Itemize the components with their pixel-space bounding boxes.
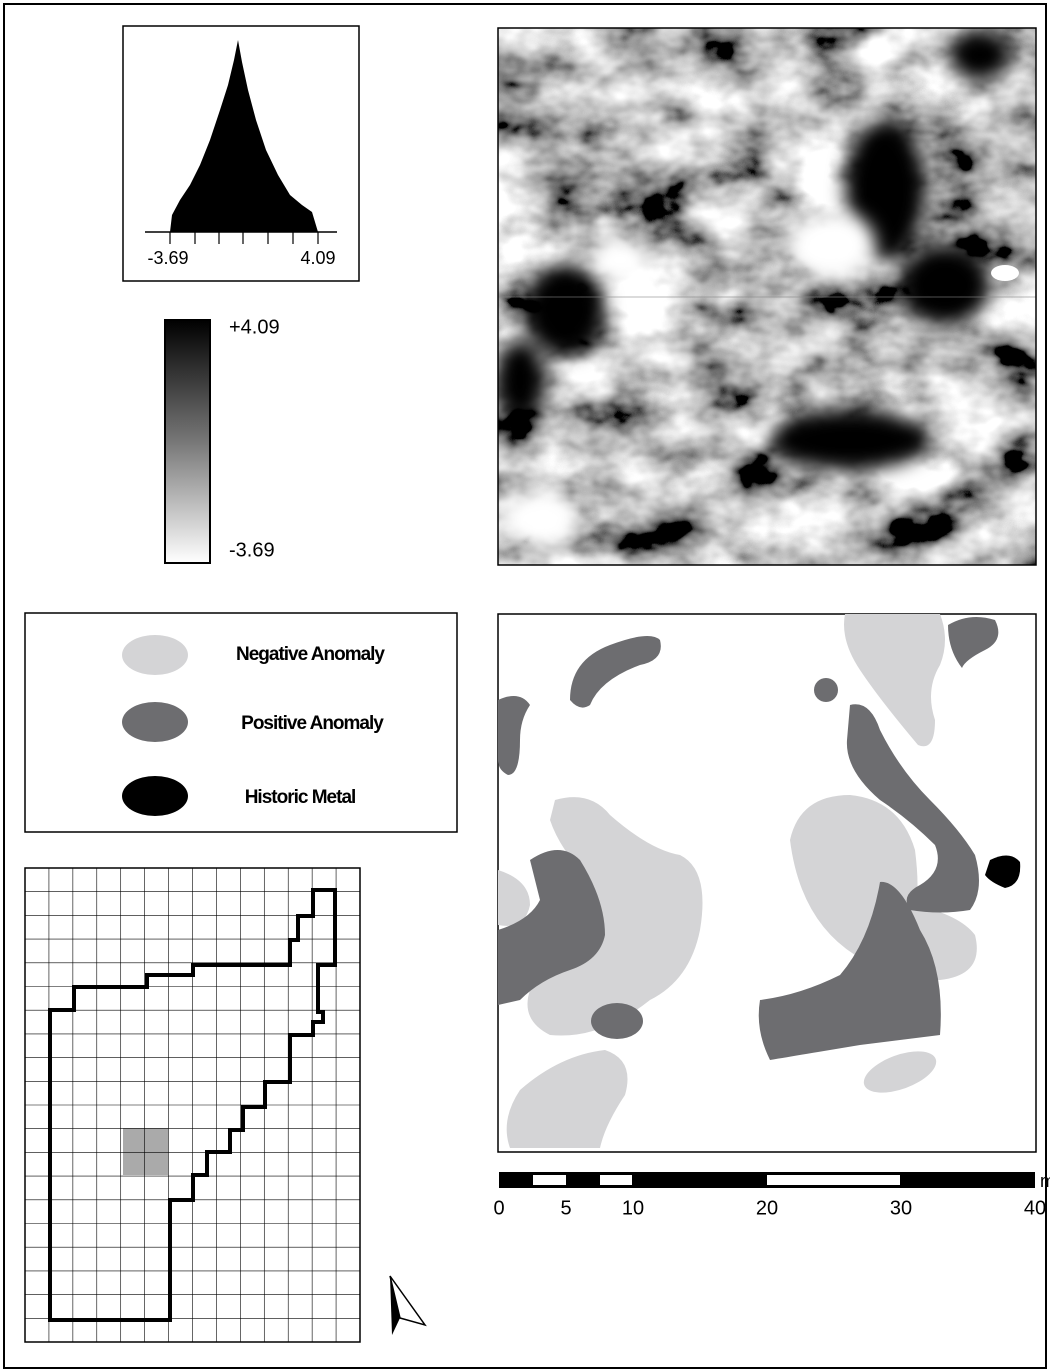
- legend-label: Positive Anomaly: [241, 713, 384, 734]
- scale-unit: m: [1040, 1171, 1050, 1191]
- color-bar-min: -3.69: [229, 539, 275, 561]
- legend: Negative Anomaly Positive Anomaly Histor…: [25, 613, 457, 832]
- scale-label: 40: [1024, 1197, 1046, 1219]
- scale-label: 5: [560, 1197, 571, 1219]
- locator-grid: [25, 868, 360, 1342]
- north-arrow: [390, 1276, 425, 1335]
- histogram-min: -3.69: [147, 248, 188, 268]
- magnetometry-image: [495, 28, 1036, 565]
- scale-label: 10: [622, 1197, 644, 1219]
- scale-bar: m 0 5 10 20 30 40: [493, 1171, 1050, 1220]
- legend-label: Historic Metal: [245, 787, 356, 808]
- scale-label: 0: [493, 1197, 504, 1219]
- legend-label: Negative Anomaly: [236, 644, 385, 665]
- histogram: -3.69 4.09: [123, 26, 359, 281]
- scale-label: 20: [756, 1197, 778, 1219]
- histogram-max: 4.09: [300, 248, 335, 268]
- color-bar-max: +4.09: [229, 316, 280, 338]
- scale-label: 30: [890, 1197, 912, 1219]
- interpretation-map: [498, 614, 1036, 1152]
- figure: -3.69 4.09 +4.09 -3.69 Negative Anomaly …: [0, 0, 1050, 1372]
- color-bar: [165, 320, 210, 563]
